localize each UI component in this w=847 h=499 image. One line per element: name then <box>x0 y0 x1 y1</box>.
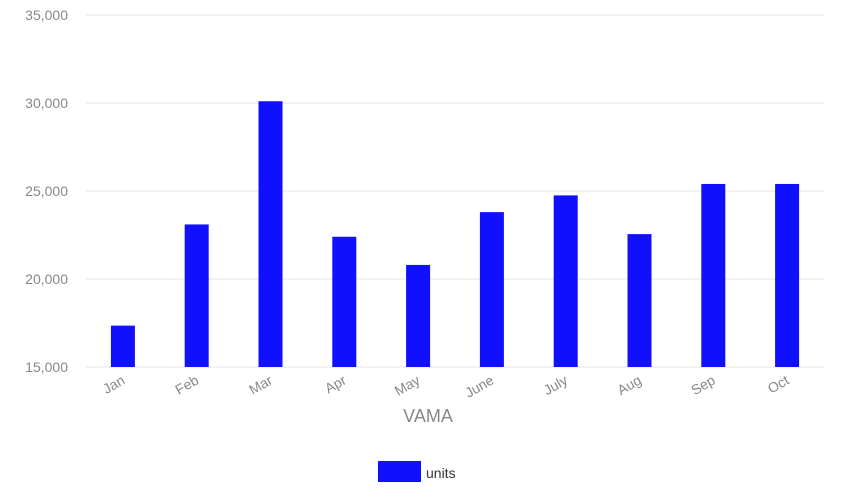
x-tick-label-sep: Sep <box>688 372 718 398</box>
y-tick-label: 15,000 <box>25 359 68 375</box>
bar-oct[interactable] <box>775 183 800 367</box>
x-tick-label-aug: Aug <box>614 372 644 398</box>
bar-june[interactable] <box>479 212 504 367</box>
y-tick-label: 25,000 <box>25 183 68 199</box>
bar-aug[interactable] <box>627 234 652 367</box>
legend-label-units: units <box>426 465 456 481</box>
x-tick-label-jan: Jan <box>100 372 128 397</box>
x-axis-tick-labels: Jan Feb Mar Apr May June July Aug Sep Oct <box>100 372 792 401</box>
legend-swatch-units <box>378 461 421 482</box>
x-tick-label-oct: Oct <box>765 372 792 397</box>
bar-july[interactable] <box>553 195 578 367</box>
x-tick-label-apr: Apr <box>322 372 349 397</box>
bar-apr[interactable] <box>332 236 357 367</box>
bar-may[interactable] <box>406 264 431 367</box>
x-axis-title: VAMA <box>403 406 453 426</box>
x-tick-label-may: May <box>392 372 423 399</box>
x-tick-label-july: July <box>541 372 571 398</box>
x-tick-label-mar: Mar <box>246 372 275 398</box>
x-tick-label-feb: Feb <box>172 372 201 398</box>
bars <box>110 101 800 368</box>
grid-lines <box>86 14 824 368</box>
bar-feb[interactable] <box>184 224 209 367</box>
bar-mar[interactable] <box>258 101 283 368</box>
y-tick-label: 35,000 <box>25 7 68 23</box>
x-tick-label-june: June <box>462 372 496 401</box>
y-tick-label: 20,000 <box>25 271 68 287</box>
y-axis-tick-labels: 15,000 20,000 25,000 30,000 35,000 <box>25 7 68 375</box>
y-tick-label: 30,000 <box>25 95 68 111</box>
bar-jan[interactable] <box>110 325 135 367</box>
legend[interactable]: units <box>378 461 456 482</box>
bar-sep[interactable] <box>701 183 726 367</box>
